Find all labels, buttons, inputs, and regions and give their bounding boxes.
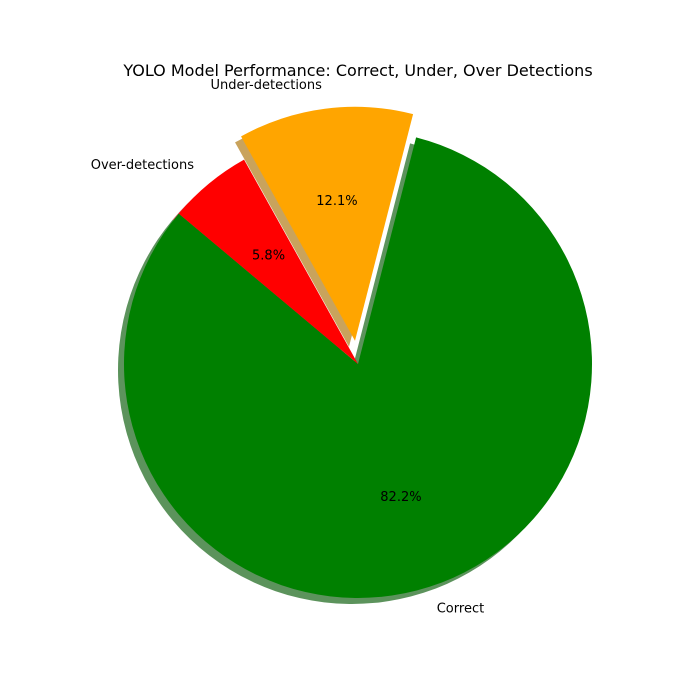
slice-percent-under-detections: 12.1%	[316, 194, 357, 209]
slice-percent-over-detections: 5.8%	[252, 248, 285, 263]
slice-label-correct: Correct	[437, 602, 484, 617]
slice-over-detections	[178, 159, 358, 364]
slice-under-detections	[241, 106, 414, 341]
pie-slices	[124, 106, 593, 599]
chart-title: YOLO Model Performance: Correct, Under, …	[122, 61, 592, 80]
slice-label-under-detections: Under-detections	[211, 78, 323, 93]
pie-labels: Correct 82.2% Under-detections 12.1% Over-de…	[91, 78, 484, 617]
slice-correct	[124, 137, 593, 599]
slice-percent-correct: 82.2%	[380, 490, 421, 505]
slice-label-over-detections: Over-detections	[91, 158, 195, 173]
